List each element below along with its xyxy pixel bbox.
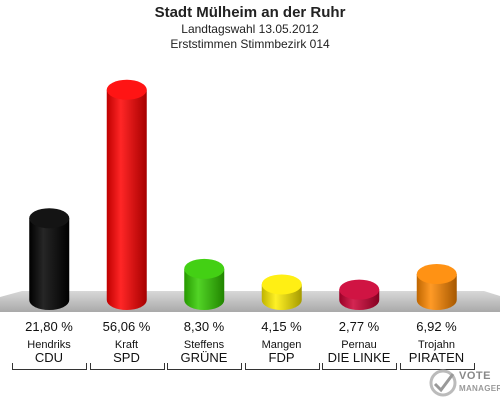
- value-label: 6,92 %: [416, 319, 457, 334]
- party-label: DIE LINKE: [327, 350, 391, 365]
- bar-die-linke: [339, 279, 380, 310]
- party-label: SPD: [113, 350, 140, 365]
- value-label: 2,77 %: [338, 319, 380, 334]
- chart-subtitle-election: Landtagswahl 13.05.2012: [181, 22, 319, 36]
- bar-cdu: [29, 208, 70, 310]
- party-label: FDP: [268, 350, 295, 365]
- bar-piraten: [416, 264, 457, 310]
- category-bracket: [322, 363, 397, 370]
- candidate-label: Pernau: [341, 339, 377, 351]
- value-label: 56,06 %: [102, 319, 151, 334]
- candidate-label: Mangen: [261, 339, 302, 351]
- party-label: CDU: [34, 350, 64, 365]
- logo-text-manager: MANAGER: [459, 384, 500, 393]
- bar-spd: [106, 79, 147, 311]
- logo-text-vote: VOTE: [459, 370, 491, 382]
- candidate-label: Hendriks: [27, 339, 71, 351]
- category-bracket: [399, 363, 475, 370]
- value-label: 4,15 %: [261, 319, 302, 334]
- party-label: GRÜNE: [180, 350, 228, 365]
- category-bracket: [12, 363, 87, 370]
- chart-subtitle-district: Erststimmen Stimmbezirk 014: [170, 37, 330, 51]
- value-label: 21,80 %: [25, 319, 73, 334]
- value-label: 8,30 %: [183, 319, 225, 334]
- category-bracket: [167, 363, 242, 370]
- chart-title: Stadt Mülheim an der Ruhr: [154, 4, 346, 21]
- bar-fdp: [261, 274, 302, 310]
- bar-gr-ne: [184, 258, 225, 310]
- category-bracket: [89, 363, 165, 370]
- candidate-label: Kraft: [114, 339, 139, 351]
- candidate-label: Trojahn: [418, 339, 455, 351]
- vote-manager-logo: [429, 369, 457, 397]
- party-label: PIRATEN: [408, 350, 465, 365]
- category-bracket: [244, 363, 320, 370]
- candidate-label: Steffens: [183, 339, 225, 351]
